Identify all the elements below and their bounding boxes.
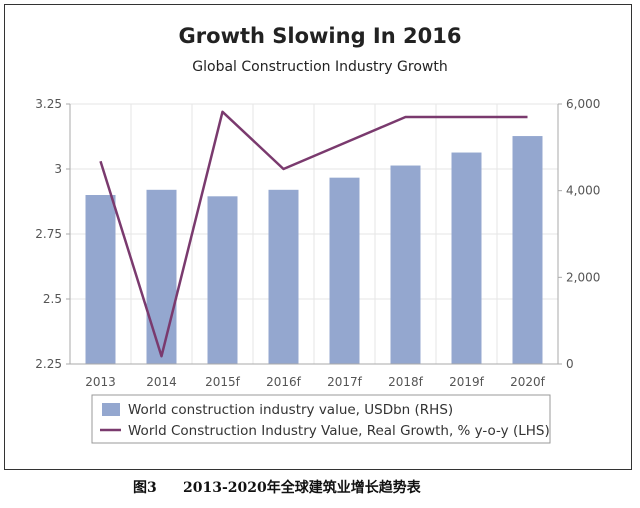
x-tick-label: 2018f	[388, 375, 424, 389]
bar	[268, 189, 299, 364]
bar	[207, 196, 238, 364]
line-series	[99, 110, 528, 358]
right-tick-label: 6,000	[566, 97, 600, 111]
left-tick-label: 2.5	[43, 292, 62, 306]
x-tick-label: 2019f	[449, 375, 485, 389]
x-tick-label: 2016f	[266, 375, 302, 389]
left-tick-label: 3	[54, 162, 62, 176]
legend-bar-label: World construction industry value, USDbn…	[128, 402, 453, 418]
right-tick-label: 0	[566, 357, 574, 371]
growth-line	[99, 110, 528, 358]
bar	[451, 152, 482, 364]
grid	[70, 103, 558, 365]
right-tick-label: 4,000	[566, 184, 600, 198]
left-tick-label: 2.25	[35, 357, 62, 371]
chart-title: Growth Slowing In 2016	[179, 24, 462, 48]
bar-series	[85, 136, 543, 364]
bar	[85, 195, 116, 364]
left-tick-label: 3.25	[35, 97, 62, 111]
bar	[146, 189, 177, 364]
bar	[329, 177, 360, 364]
left-tick-label: 2.75	[35, 227, 62, 241]
figure-label: 图3	[133, 480, 157, 496]
right-tick-label: 2,000	[566, 270, 600, 284]
figure-caption: 2013-2020年全球建筑业增长趋势表	[183, 479, 422, 496]
x-tick-label: 2014	[146, 375, 177, 389]
legend-line-label: World Construction Industry Value, Real …	[128, 423, 550, 439]
legend-box	[91, 394, 551, 444]
x-tick-label: 2017f	[327, 375, 363, 389]
x-tick-label: 2020f	[510, 375, 546, 389]
chart-subtitle: Global Construction Industry Growth	[192, 59, 447, 75]
legend-bar-swatch	[102, 403, 120, 416]
bar	[390, 165, 421, 364]
bar	[512, 136, 543, 364]
x-tick-label: 2013	[85, 375, 116, 389]
x-tick-label: 2015f	[205, 375, 241, 389]
legend: World construction industry value, USDbn…	[91, 394, 551, 444]
axes: 3.25 3 2.75 2.5 2.25 6,000 4,000 2,000 0 2013 2014…	[35, 97, 600, 389]
